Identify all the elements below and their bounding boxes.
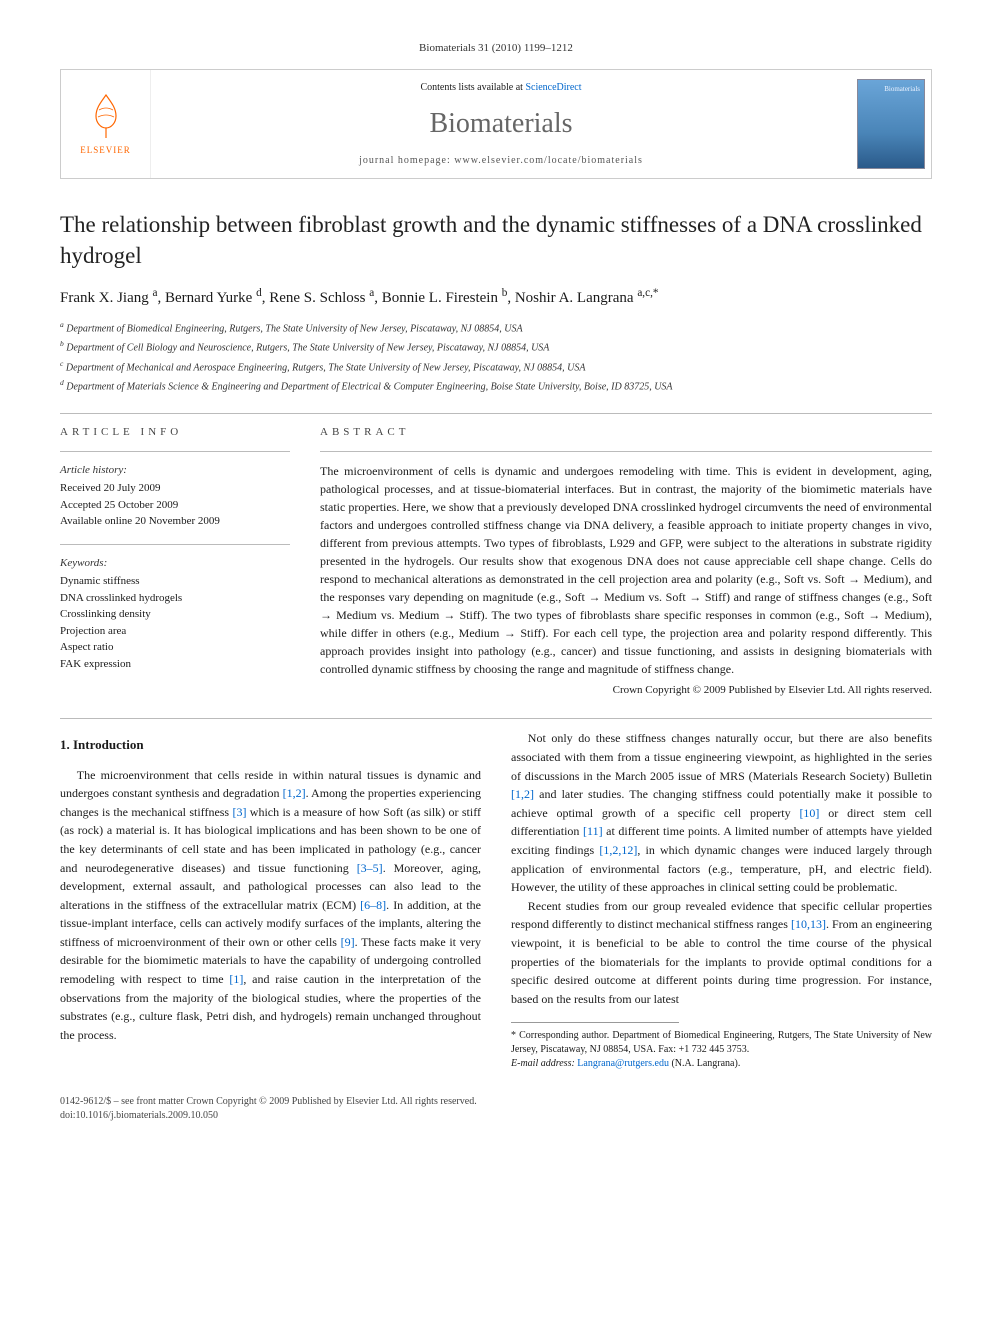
keyword-line: Crosslinking density	[60, 606, 290, 623]
corresponding-footnote: * Corresponding author. Department of Bi…	[511, 1029, 932, 1071]
sciencedirect-link[interactable]: ScienceDirect	[525, 82, 581, 93]
intro-heading: 1. Introduction	[60, 735, 481, 755]
citation-ref[interactable]: [10,13]	[791, 917, 826, 931]
homepage-prefix: journal homepage:	[359, 155, 454, 166]
article-info-label: ARTICLE INFO	[60, 424, 290, 441]
affiliations: a Department of Biomedical Engineering, …	[60, 319, 932, 395]
keyword-line: Projection area	[60, 623, 290, 640]
authors-line: Frank X. Jiang a, Bernard Yurke d, Rene …	[60, 285, 932, 310]
contents-line: Contents lists available at ScienceDirec…	[420, 80, 581, 95]
footnote-divider	[511, 1022, 679, 1023]
text-span: Not only do these stiffness changes natu…	[511, 731, 932, 782]
publisher-logo-box: ELSEVIER	[61, 70, 151, 178]
cover-box: Biomaterials	[851, 70, 931, 178]
affiliation-line: d Department of Materials Science & Engi…	[60, 377, 932, 395]
abstract-text: The microenvironment of cells is dynamic…	[320, 462, 932, 678]
homepage-url: www.elsevier.com/locate/biomaterials	[454, 155, 643, 166]
citation-line: Biomaterials 31 (2010) 1199–1212	[60, 40, 932, 57]
keywords-label: Keywords:	[60, 555, 290, 572]
citation-ref[interactable]: [1]	[229, 972, 243, 986]
journal-center: Contents lists available at ScienceDirec…	[151, 70, 851, 178]
citation-ref[interactable]: [9]	[341, 935, 355, 949]
history-line: Accepted 25 October 2009	[60, 497, 290, 514]
body-text: 1. Introduction The microenvironment tha…	[60, 729, 932, 1071]
citation-ref[interactable]: [11]	[583, 824, 603, 838]
affiliation-line: b Department of Cell Biology and Neurosc…	[60, 338, 932, 356]
keyword-line: Aspect ratio	[60, 639, 290, 656]
keyword-line: FAK expression	[60, 656, 290, 673]
publisher-label: ELSEVIER	[80, 144, 131, 158]
journal-name: Biomaterials	[429, 103, 572, 145]
homepage-line: journal homepage: www.elsevier.com/locat…	[359, 153, 643, 168]
citation-ref[interactable]: [1,2]	[511, 787, 534, 801]
divider	[60, 718, 932, 719]
history-label: Article history:	[60, 462, 290, 479]
front-matter-line: 0142-9612/$ – see front matter Crown Cop…	[60, 1095, 932, 1109]
history-block: Article history: Received 20 July 2009Ac…	[60, 462, 290, 530]
citation-ref[interactable]: [3–5]	[357, 861, 383, 875]
email-label: E-mail address:	[511, 1058, 577, 1069]
citation-ref[interactable]: [10]	[799, 806, 819, 820]
journal-header: ELSEVIER Contents lists available at Sci…	[60, 69, 932, 179]
citation-ref[interactable]: [1,2,12]	[599, 843, 637, 857]
cover-title: Biomaterials	[884, 84, 920, 95]
contents-prefix: Contents lists available at	[420, 82, 525, 93]
divider	[60, 413, 932, 414]
article-title: The relationship between fibroblast grow…	[60, 209, 932, 271]
journal-cover-icon: Biomaterials	[857, 79, 925, 169]
history-line: Available online 20 November 2009	[60, 513, 290, 530]
email-link[interactable]: Langrana@rutgers.edu	[577, 1058, 669, 1069]
citation-ref[interactable]: [3]	[232, 805, 246, 819]
divider	[320, 451, 932, 452]
article-info-column: ARTICLE INFO Article history: Received 2…	[60, 424, 290, 698]
abstract-column: ABSTRACT The microenvironment of cells i…	[320, 424, 932, 698]
bottom-bar: 0142-9612/$ – see front matter Crown Cop…	[60, 1095, 932, 1123]
citation-ref[interactable]: [6–8]	[360, 898, 386, 912]
divider	[60, 451, 290, 452]
keyword-line: Dynamic stiffness	[60, 573, 290, 590]
citation-ref[interactable]: [1,2]	[283, 786, 306, 800]
affiliation-line: c Department of Mechanical and Aerospace…	[60, 358, 932, 376]
body-para-2: Not only do these stiffness changes natu…	[511, 729, 932, 896]
email-suffix: (N.A. Langrana).	[669, 1058, 740, 1069]
keywords-block: Keywords: Dynamic stiffnessDNA crosslink…	[60, 555, 290, 673]
abstract-label: ABSTRACT	[320, 424, 932, 441]
body-para-3: Recent studies from our group revealed e…	[511, 897, 932, 1009]
keyword-line: DNA crosslinked hydrogels	[60, 590, 290, 607]
divider	[60, 544, 290, 545]
abstract-copyright: Crown Copyright © 2009 Published by Else…	[320, 682, 932, 699]
footnote-text: * Corresponding author. Department of Bi…	[511, 1029, 932, 1057]
affiliation-line: a Department of Biomedical Engineering, …	[60, 319, 932, 337]
doi-line: doi:10.1016/j.biomaterials.2009.10.050	[60, 1109, 932, 1123]
elsevier-tree-icon	[81, 90, 131, 140]
history-line: Received 20 July 2009	[60, 480, 290, 497]
body-para-1: The microenvironment that cells reside i…	[60, 766, 481, 1045]
